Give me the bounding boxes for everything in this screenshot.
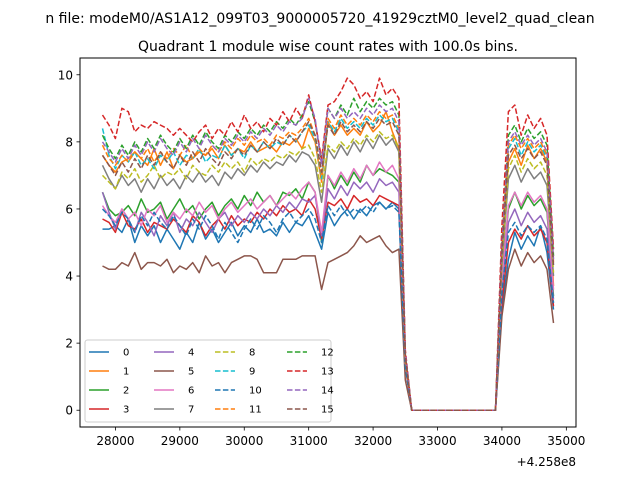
legend-label-8: 8 [249, 348, 255, 359]
x-tick-label: 34000 [483, 434, 521, 448]
x-tick-label: 33000 [418, 434, 456, 448]
figure-suptitle: n file: modeM0/AS1A12_099T03_9000005720_… [45, 11, 594, 27]
legend-label-14: 14 [321, 386, 334, 397]
y-tick-label: 4 [65, 270, 73, 284]
legend-label-10: 10 [249, 386, 262, 397]
x-tick-label: 28000 [96, 434, 134, 448]
legend-label-11: 11 [249, 405, 262, 416]
legend-label-13: 13 [321, 367, 334, 378]
legend-label-2: 2 [123, 386, 129, 397]
x-tick-label: 30000 [225, 434, 263, 448]
x-tick-label: 32000 [354, 434, 392, 448]
axes-frame [79, 57, 577, 428]
y-tick-label: 8 [65, 135, 73, 149]
x-axis-ticks: 28000 29000 30000 31000 32000 33000 34000 35000 [96, 427, 585, 448]
legend-label-3: 3 [123, 405, 129, 416]
legend-box [84, 339, 332, 423]
x-tick-label: 31000 [290, 434, 328, 448]
legend-label-6: 6 [188, 386, 194, 397]
chart-title: Quadrant 1 module wise count rates with … [138, 39, 518, 55]
legend-label-0: 0 [123, 348, 129, 359]
x-tick-label: 35000 [547, 434, 585, 448]
y-axis-ticks: 0 2 4 6 8 10 [58, 68, 80, 418]
legend-label-15: 15 [321, 405, 334, 416]
y-tick-label: 6 [65, 202, 73, 216]
legend-label-12: 12 [321, 348, 334, 359]
legend-label-1: 1 [123, 367, 129, 378]
plot-lines [101, 77, 555, 411]
x-tick-label: 29000 [161, 434, 199, 448]
legend-label-7: 7 [188, 405, 194, 416]
series-line-15 [101, 117, 555, 411]
y-tick-label: 10 [58, 68, 73, 82]
x-axis-offset-label: +4.258e8 [517, 455, 576, 469]
legend-label-5: 5 [188, 367, 194, 378]
legend-label-4: 4 [188, 348, 194, 359]
y-tick-label: 2 [65, 337, 73, 351]
y-tick-label: 0 [65, 404, 73, 418]
legend-label-9: 9 [249, 367, 255, 378]
